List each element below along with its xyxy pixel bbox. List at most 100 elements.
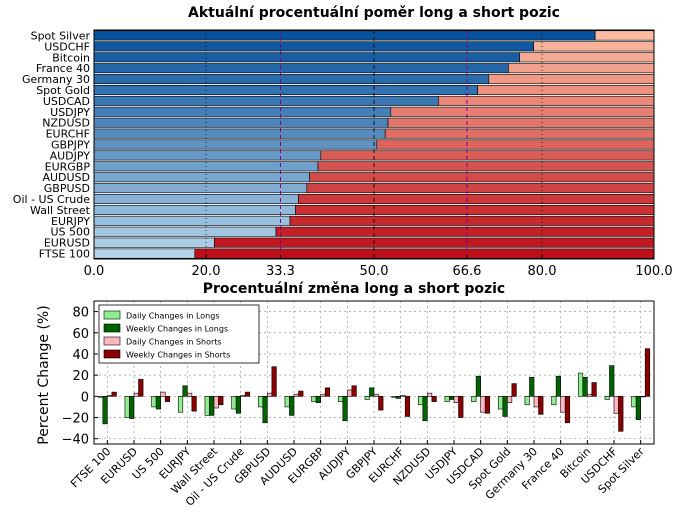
x-tick-label: 100.0 (635, 264, 672, 279)
long-bar-eurjpy (93, 215, 291, 226)
chart1-bars (93, 30, 655, 259)
daily-changes-in-longs-bar-eurchf (391, 396, 397, 398)
weekly-changes-in-longs-bar-us-500 (155, 396, 161, 410)
daily-changes-in-longs-bar-ftse-100 (97, 396, 104, 398)
daily-changes-in-shorts-bar-eurjpy (187, 392, 193, 397)
category-label-eurchf: EURCHF (46, 128, 90, 141)
y-tick-label: 20 (72, 369, 89, 384)
weekly-changes-in-shorts-bar-gbpjpy (378, 396, 384, 411)
daily-changes-in-shorts-bar-germany-30 (533, 396, 539, 408)
short-bar-audusd (309, 172, 655, 183)
long-bar-ftse-100 (93, 248, 196, 259)
legend-swatch-weekly-changes-in-shorts (103, 349, 121, 359)
weekly-changes-in-longs-bar-spot-silver (635, 396, 641, 420)
long-bar-audusd (93, 172, 310, 183)
y-tick-label: 0 (81, 390, 89, 405)
weekly-changes-in-shorts-bar-audusd (298, 390, 304, 397)
daily-changes-in-shorts-bar-bitcoin (587, 393, 593, 397)
weekly-changes-in-longs-bar-audusd (289, 396, 295, 416)
daily-changes-in-longs-bar-usdchf (604, 396, 610, 400)
y-tick-label: −20 (62, 412, 89, 427)
legend-swatch-weekly-changes-in-longs (103, 323, 121, 333)
long-bar-usdcad (93, 95, 439, 106)
weekly-changes-in-shorts-bar-spot-silver (644, 348, 651, 397)
long-bar-nzdusd (93, 117, 389, 128)
category-label-oil-us-crude: Oil - US Crude (13, 193, 90, 206)
legend-box (98, 304, 260, 364)
daily-changes-in-longs-bar-bitcoin (577, 372, 584, 397)
daily-changes-in-longs-bar-audjpy (337, 396, 344, 402)
daily-changes-in-shorts-bar-gbpjpy (373, 393, 379, 397)
daily-changes-in-shorts-bar-ftse-100 (107, 394, 113, 397)
long-bar-germany-30 (93, 74, 490, 85)
weekly-changes-in-shorts-bar-nzdusd (431, 396, 437, 402)
daily-changes-in-shorts-bar-france-40 (560, 396, 566, 413)
weekly-changes-in-longs-bar-usdjpy (449, 396, 455, 400)
category-label-wall-street: Wall Street (30, 204, 91, 217)
category-label-usdcad: USDCAD (43, 95, 90, 108)
long-bar-gbpusd (93, 183, 308, 194)
short-bar-nzdusd (387, 117, 655, 128)
y-tick-label: −40 (62, 433, 89, 448)
weekly-changes-in-longs-bar-usdcad (475, 375, 481, 397)
chart2-legend: Daily Changes in Longs Weekly Changes in … (98, 304, 260, 364)
daily-changes-in-longs-bar-spot-silver (631, 396, 637, 408)
short-bar-audjpy (320, 150, 655, 161)
short-bar-germany-30 (488, 74, 655, 85)
daily-changes-in-longs-bar-eurjpy (177, 396, 184, 413)
chart2-grid (94, 301, 654, 444)
long-bar-spot-silver (93, 30, 596, 41)
legend-swatch-daily-changes-in-longs (103, 310, 121, 320)
daily-changes-in-longs-bar-nzdusd (417, 396, 424, 406)
chart1-frame (93, 29, 655, 260)
chart2-y-ticks: −40 −20 0 20 40 60 80 (62, 306, 98, 448)
short-bar-bitcoin (519, 52, 655, 63)
weekly-changes-in-shorts-bar-bitcoin (591, 382, 597, 397)
daily-changes-in-shorts-bar-audjpy (347, 389, 353, 397)
long-bar-eurusd (93, 237, 215, 248)
weekly-changes-in-shorts-bar-spot-gold (511, 383, 517, 397)
y-tick-label: 60 (72, 327, 89, 342)
daily-changes-in-shorts-bar-oil-us-crude (240, 394, 246, 397)
weekly-changes-in-longs-bar-gbpjpy (369, 387, 375, 397)
daily-changes-in-shorts-bar-wall-street (213, 396, 219, 409)
daily-changes-in-longs-bar-germany-30 (524, 396, 530, 406)
weekly-changes-in-shorts-bar-oil-us-crude (244, 391, 251, 397)
short-bar-spot-silver (594, 30, 655, 41)
short-bar-usdjpy (390, 106, 655, 117)
x-tick-label: 0.0 (84, 264, 105, 279)
daily-changes-in-longs-bar-us-500 (151, 396, 157, 408)
legend-swatch-daily-changes-in-shorts (103, 336, 121, 346)
weekly-changes-in-longs-bar-eurgbp (315, 396, 321, 403)
long-bar-audjpy (93, 150, 322, 161)
x-tick-label: 33.3 (266, 264, 295, 279)
weekly-changes-in-longs-bar-germany-30 (529, 376, 535, 397)
weekly-changes-in-shorts-bar-audjpy (351, 385, 357, 397)
chart2-frame (93, 300, 655, 445)
daily-changes-in-shorts-bar-eurgbp (320, 393, 326, 397)
weekly-changes-in-shorts-bar-us-500 (164, 396, 171, 402)
long-bar-gbpjpy (93, 139, 378, 150)
category-label-usdjpy: USDJPY (50, 106, 90, 119)
chart2-y-axis-label: Percent Change (%) (36, 305, 52, 444)
category-label-spot-silver: Spot Silver (31, 29, 91, 42)
daily-changes-in-shorts-bar-us-500 (160, 391, 166, 397)
weekly-changes-in-shorts-bar-eurchf (404, 396, 411, 417)
long-bar-spot-gold (93, 84, 478, 95)
category-label-gbpjpy: GBPJPY (51, 139, 90, 152)
category-label-audjpy: AUDJPY (50, 149, 91, 162)
weekly-changes-in-longs-bar-wall-street (209, 396, 215, 416)
x-tick-label: 80.0 (528, 264, 557, 279)
legend-label-weekly-changes-in-longs: Weekly Changes in Longs (126, 325, 228, 334)
weekly-changes-in-longs-bar-spot-gold (502, 396, 508, 417)
long-bar-us-500 (93, 226, 277, 237)
weekly-changes-in-longs-bar-nzdusd (422, 396, 428, 421)
daily-changes-in-longs-bar-oil-us-crude (231, 396, 237, 410)
short-bar-eurgbp (317, 161, 655, 172)
x-tick-label: 20.0 (192, 264, 221, 279)
daily-changes-in-shorts-bar-eurusd (133, 392, 139, 397)
weekly-changes-in-longs-bar-eurusd (129, 396, 135, 419)
category-label-audusd: AUDUSD (42, 171, 90, 184)
